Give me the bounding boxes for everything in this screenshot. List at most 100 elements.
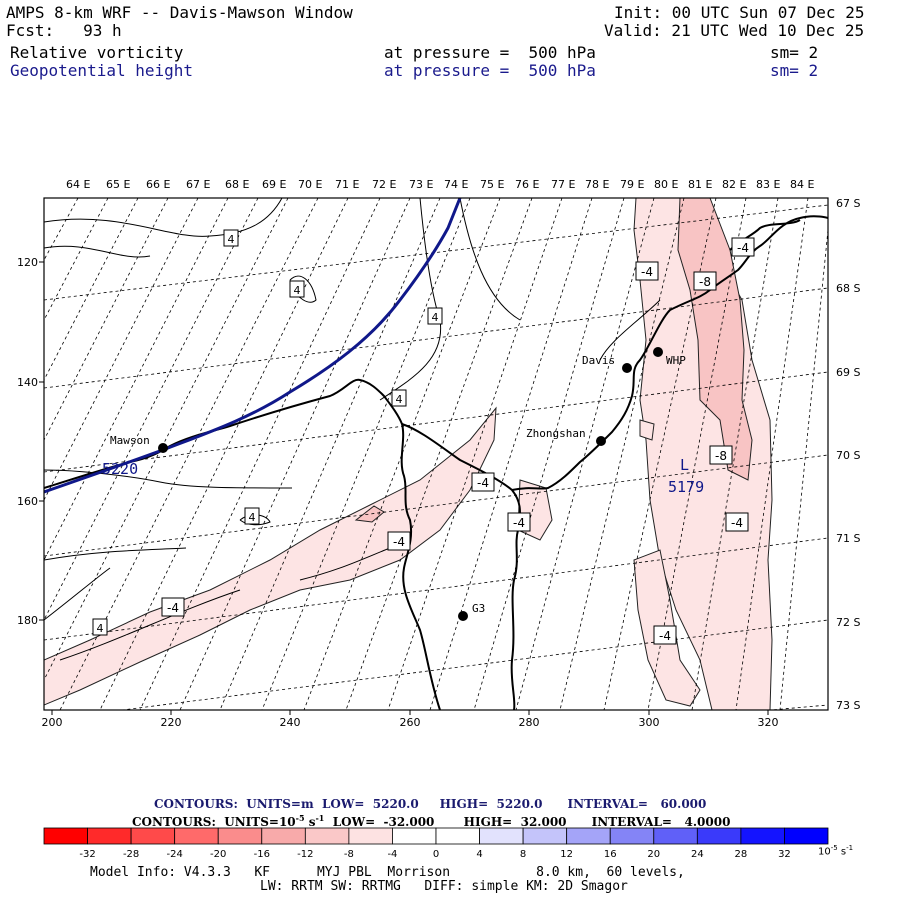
colorbar-label: 0 [433,849,439,860]
lon-label: 66 E [146,178,170,191]
lon-label: 82 E [722,178,746,191]
lat-label: 70 S [836,449,860,462]
contours-vorticity-exponent: -5 [295,813,305,823]
lon-label: 70 E [298,178,322,191]
lon-label: 69 E [262,178,286,191]
lon-label: 67 E [186,178,210,191]
map-title: AMPS 8-km WRF -- Davis-Mawson Window [6,3,353,22]
lon-label: 78 E [585,178,609,191]
field2-smoothing: sm= 2 [770,61,819,80]
colorbar-swatch [174,827,219,845]
contour-label: 4 [294,284,301,297]
colorbar-swatch [435,827,480,845]
grid-ticks: 200 220 240 260 280 300 320 120 140 160 … [17,256,779,729]
colorbar-label: 16 [604,849,617,860]
colorbar-swatch [392,827,437,845]
station-name: Davis [582,354,615,367]
contours-vorticity-exponent-s: -1 [315,813,325,823]
contour-label: 4 [396,393,403,406]
field1-smoothing: sm= 2 [770,43,819,62]
colorbar-unit-exp: -5 [830,844,838,852]
x-tick: 240 [280,716,301,729]
lon-label: 71 E [335,178,359,191]
contour-label: 4 [249,511,256,524]
lon-label: 79 E [620,178,644,191]
x-tick: 280 [519,716,540,729]
colorbar-label: -12 [297,849,313,860]
lon-label: 65 E [106,178,130,191]
colorbar-swatch [740,827,785,845]
colorbar-label: 12 [560,849,573,860]
colorbar-label: 32 [778,849,791,860]
lon-label: 83 E [756,178,780,191]
colorbar-label: -20 [210,849,226,860]
height-label-5220: 5220 [102,460,138,478]
lat-label: 68 S [836,282,860,295]
colorbar-swatch [348,827,393,845]
x-tick: 300 [639,716,660,729]
lon-label: 74 E [444,178,468,191]
station-dot-davis [622,363,632,373]
lat-label: 72 S [836,616,860,629]
stations: Mawson Davis WHP Zhongshan G3 [110,347,686,621]
colorbar-unit-base: 10 [818,846,831,858]
y-tick: 180 [17,614,38,627]
y-tick: 140 [17,376,38,389]
colorbar-unit: 10-5 s-1 [818,844,853,857]
x-tick: 260 [400,716,421,729]
colorbar-label: 4 [476,849,482,860]
colorbar-label: -4 [387,849,397,860]
low-center-value: 5179 [668,478,704,496]
lon-label: 77 E [551,178,575,191]
station-dot-mawson [158,443,168,453]
colorbar-label: -32 [79,849,95,860]
contours-vorticity-prefix: CONTOURS: UNITS=10 [132,815,296,829]
colorbar-swatch [87,827,132,845]
station-dot-whp [653,347,663,357]
colorbar-label: 20 [647,849,660,860]
lat-label: 67 S [836,197,860,210]
contour-label: -4 [659,629,671,643]
colorbar-swatch [130,827,176,845]
field2-name: Geopotential height [10,61,194,80]
contour-label: 4 [228,233,235,246]
colorbar-unit-s: s [840,846,847,858]
colorbar-label: 28 [735,849,748,860]
contour-label: -4 [393,535,405,549]
contour-label: 4 [97,622,104,635]
x-tick: 200 [42,716,63,729]
station-dot-g3 [458,611,468,621]
x-tick: 220 [161,716,182,729]
lon-label: 75 E [480,178,504,191]
colorbar-swatch [653,827,698,845]
lon-label: 64 E [66,178,90,191]
colorbar-label: 8 [520,849,526,860]
lon-label: 68 E [225,178,249,191]
contours-vorticity-unit: s [304,815,316,829]
colorbar-label: -24 [166,849,182,860]
colorbar-swatch [43,827,88,845]
colorbar-label: -28 [123,849,139,860]
contour-labels: 4 4 4 4 4 4 -4 -8 -4 -8 -4 -4 -4 -4 -4 -… [92,229,755,645]
lon-label: 84 E [790,178,814,191]
graticule [44,198,828,710]
contour-label: 4 [432,311,439,324]
colorbar-swatch [304,827,350,845]
colorbar-swatch [479,827,524,845]
colorbar-swatch [522,827,568,845]
contour-label: -4 [731,516,743,530]
colorbar-swatch [261,827,306,845]
colorbar-label: 24 [691,849,704,860]
lon-label: 72 E [372,178,396,191]
lat-label: 69 S [836,366,860,379]
contour-label: -8 [715,449,727,463]
lon-label: 73 E [409,178,433,191]
plot-frame [43,197,829,711]
field1-level: at pressure = 500 hPa [384,43,596,62]
geopotential-contour-5220 [44,198,462,494]
station-dot-zhongshan [596,436,606,446]
x-tick: 320 [758,716,779,729]
colorbar: -32 -28 -24 -20 -16 -12 -8 -4 0 4 8 12 16 20 24 28 32 [43,827,829,860]
colorbar-swatch [784,827,829,845]
